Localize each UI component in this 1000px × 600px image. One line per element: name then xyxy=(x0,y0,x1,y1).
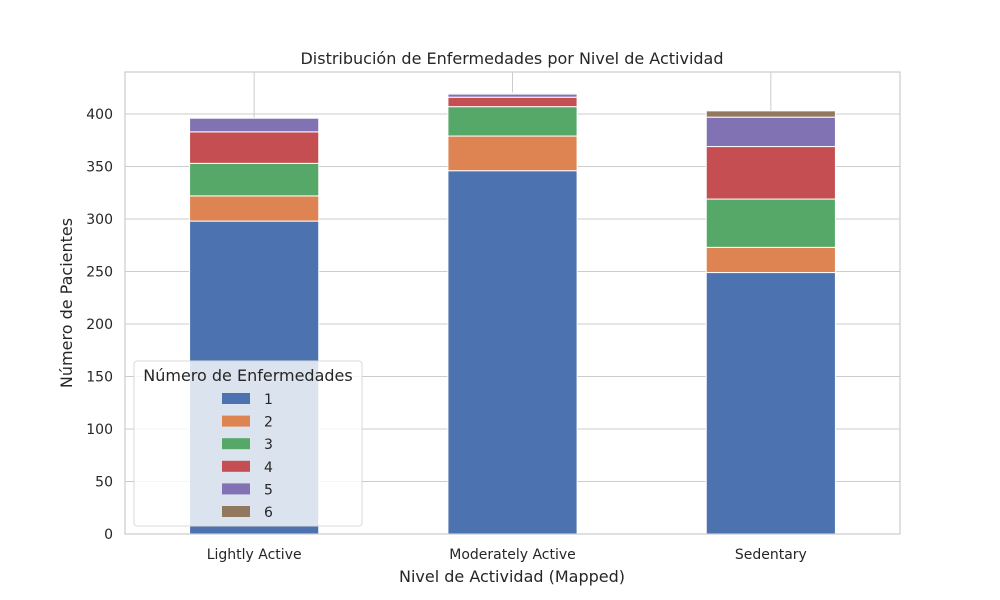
legend-swatch xyxy=(222,460,250,472)
x-axis-title: Nivel de Actividad (Mapped) xyxy=(399,567,625,586)
legend-label: 6 xyxy=(264,505,273,521)
bar-segment xyxy=(447,106,578,137)
legend-label: 3 xyxy=(264,437,273,453)
legend-swatch xyxy=(222,438,250,450)
axes: 0 50 100 150 200 250 300 350 400 Lightly Active Mo… xyxy=(86,71,901,563)
bar-segment xyxy=(189,162,320,197)
y-tick-label: 100 xyxy=(86,422,113,438)
chart-title: Distribución de Enfermedades por Nivel d… xyxy=(300,49,723,68)
legend: Número de Enfermedades 1 2 3 4 5 6 xyxy=(133,360,363,527)
y-tick-label: 200 xyxy=(86,317,113,333)
legend-label: 5 xyxy=(264,482,273,498)
y-tick-label: 150 xyxy=(86,370,113,386)
bar-segment xyxy=(189,117,320,133)
bar-segment xyxy=(447,96,578,108)
bar-segment xyxy=(189,131,320,164)
legend-label: 2 xyxy=(264,415,273,431)
y-tick-label: 0 xyxy=(104,527,113,543)
legend-swatch xyxy=(222,483,250,495)
bar-segment xyxy=(447,170,578,535)
plot-frame xyxy=(124,71,901,535)
bar-segment xyxy=(705,110,836,118)
bar-segment xyxy=(705,246,836,274)
bar-segment xyxy=(705,116,836,148)
y-tick-label: 350 xyxy=(86,160,113,176)
legend-title: Número de Enfermedades xyxy=(143,366,352,385)
bar-segment xyxy=(189,195,320,222)
bar-segment xyxy=(447,92,578,95)
legend-label: 4 xyxy=(264,460,273,476)
bar-segment xyxy=(705,272,836,535)
bar-segment xyxy=(705,146,836,200)
legend-swatch xyxy=(222,393,250,404)
legend-label: 1 xyxy=(264,392,273,408)
y-tick-label: 300 xyxy=(86,212,113,228)
bar-segment xyxy=(447,135,578,172)
x-tick-label: Lightly Active xyxy=(207,547,302,563)
y-tick-label: 250 xyxy=(86,265,113,281)
y-tick-label: 50 xyxy=(95,475,113,491)
bar-segment xyxy=(705,198,836,248)
x-tick-label: Moderately Active xyxy=(449,547,576,563)
y-tick-label: 400 xyxy=(86,107,113,123)
legend-swatch xyxy=(222,415,250,427)
legend-swatch xyxy=(222,506,250,517)
x-tick-label: Sedentary xyxy=(735,547,807,563)
y-axis-title: Número de Pacientes xyxy=(57,218,76,388)
